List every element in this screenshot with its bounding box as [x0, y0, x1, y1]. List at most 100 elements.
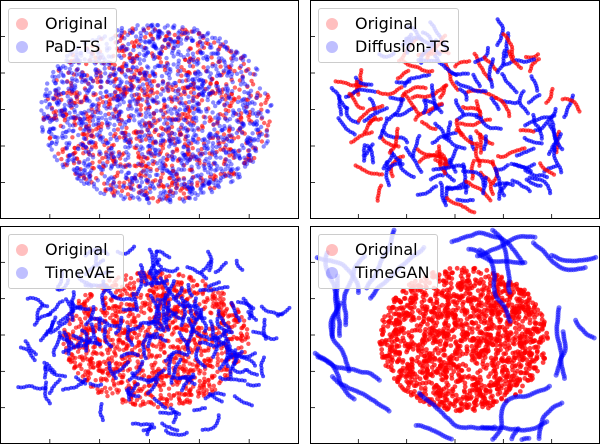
- original-point: [189, 119, 195, 124]
- generated-point: [254, 127, 259, 132]
- generated-point: [47, 126, 53, 132]
- generated-point: [164, 168, 169, 173]
- original-point: [118, 309, 123, 314]
- generated-point: [190, 38, 196, 43]
- generated-point: [145, 23, 150, 28]
- generated-point: [229, 167, 234, 173]
- generated-point: [137, 57, 142, 62]
- generated-point: [165, 23, 170, 28]
- original-point: [79, 366, 84, 372]
- generated-point: [196, 165, 201, 170]
- generated-point: [213, 178, 219, 183]
- original-point: [116, 109, 122, 115]
- generated-point: [218, 73, 223, 78]
- generated-point: [167, 192, 172, 197]
- generated-point: [82, 159, 87, 164]
- original-point: [201, 45, 207, 50]
- generated-point: [132, 176, 138, 181]
- original-point: [413, 117, 418, 122]
- original-point: [180, 112, 185, 117]
- generated-point: [126, 140, 132, 145]
- original-point: [70, 135, 75, 140]
- generated-point: [234, 57, 239, 62]
- generated-point: [246, 58, 251, 64]
- original-point: [87, 140, 92, 146]
- generated-point: [171, 97, 176, 102]
- generated-point: [483, 89, 488, 94]
- original-point: [259, 107, 264, 112]
- generated-point: [164, 70, 169, 76]
- original-point: [98, 74, 103, 79]
- original-point: [53, 116, 59, 121]
- generated-point: [61, 64, 66, 69]
- generated-point: [215, 120, 220, 125]
- generated-point: [170, 166, 175, 171]
- generated-point: [108, 151, 113, 157]
- generated-point: [128, 136, 133, 141]
- generated-point: [427, 72, 432, 77]
- generated-point: [190, 187, 195, 192]
- original-point: [138, 295, 143, 300]
- original-point: [160, 171, 165, 176]
- original-point: [112, 62, 117, 68]
- generated-point: [455, 197, 460, 202]
- generated-point: [195, 107, 201, 112]
- generated-point: [163, 127, 168, 132]
- original-point: [244, 327, 250, 332]
- original-point: [45, 114, 50, 119]
- generated-point: [78, 142, 84, 147]
- generated-point: [211, 100, 216, 105]
- legend-entry-original: Original: [326, 12, 450, 35]
- generated-point: [216, 180, 221, 185]
- original-point: [157, 353, 162, 358]
- generated-point: [502, 62, 507, 67]
- generated-point: [200, 44, 205, 49]
- generated-point: [94, 132, 100, 137]
- generated-point: [69, 70, 75, 76]
- generated-point: [230, 58, 235, 64]
- original-point: [225, 45, 230, 50]
- generated-point: [190, 186, 195, 191]
- generated-point: [216, 59, 222, 64]
- original-point: [244, 331, 250, 337]
- generated-point: [172, 94, 178, 100]
- generated-point: [99, 167, 104, 172]
- generated-point: [158, 133, 164, 138]
- generated-point: [142, 39, 147, 44]
- original-point: [196, 127, 201, 132]
- generated-point: [106, 140, 111, 145]
- generated-point: [173, 190, 178, 195]
- generated-point: [121, 131, 126, 136]
- generated-point: [142, 73, 148, 78]
- original-point: [208, 310, 213, 315]
- original-point: [120, 43, 125, 48]
- generated-point: [81, 136, 87, 141]
- original-point: [241, 61, 246, 67]
- original-point: [209, 55, 214, 60]
- generated-point: [245, 139, 250, 144]
- original-point: [123, 277, 128, 282]
- generated-point: [207, 84, 212, 90]
- generated-point: [214, 73, 220, 79]
- original-point: [172, 32, 177, 38]
- generated-point: [83, 127, 88, 132]
- generated-point: [160, 81, 165, 86]
- generated-point: [68, 97, 73, 102]
- generated-point: [200, 82, 205, 88]
- generated-point: [161, 96, 167, 102]
- generated-point: [52, 113, 58, 118]
- generated-point: [211, 122, 216, 127]
- generated-point: [51, 69, 56, 75]
- original-point: [137, 42, 142, 47]
- original-point: [136, 313, 141, 318]
- generated-point: [50, 95, 55, 101]
- original-point: [251, 72, 256, 77]
- generated-point: [230, 139, 235, 144]
- original-point: [168, 189, 173, 194]
- generated-point: [183, 155, 188, 160]
- generated-point: [146, 135, 152, 141]
- generated-point: [137, 134, 143, 139]
- generated-point: [145, 127, 151, 133]
- original-point: [185, 127, 191, 132]
- generated-point: [191, 55, 196, 60]
